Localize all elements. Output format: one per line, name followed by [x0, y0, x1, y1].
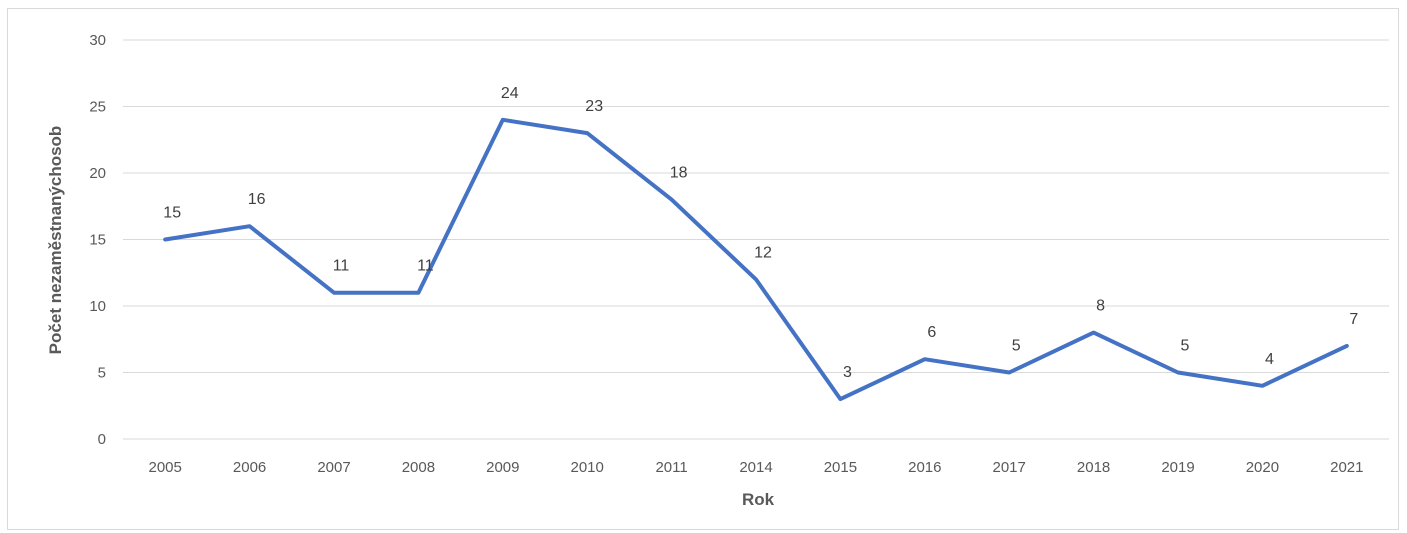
gridlines: [123, 39, 1389, 440]
x-tick-label: 2006: [233, 459, 266, 476]
x-tick-labels: 2005 2006 2007 2008 2009 2010 2011 2014 2015 2016…: [149, 459, 1364, 476]
data-label: 6: [927, 324, 936, 341]
y-tick-label: 10: [89, 298, 106, 315]
data-label: 18: [670, 165, 688, 182]
x-tick-label: 2007: [317, 459, 350, 476]
y-axis-title: Počet nezaměstnanýchosob: [46, 126, 65, 355]
data-label: 7: [1349, 311, 1358, 328]
x-tick-label: 2005: [149, 459, 182, 476]
x-tick-label: 2008: [402, 459, 435, 476]
y-tick-label: 30: [89, 32, 106, 49]
data-label: 5: [1181, 338, 1190, 355]
data-label: 11: [417, 258, 434, 275]
x-tick-label: 2015: [824, 459, 857, 476]
x-tick-label: 2020: [1246, 459, 1279, 476]
data-label: 24: [501, 85, 519, 102]
x-axis-title: Rok: [742, 490, 775, 509]
x-tick-label: 2016: [908, 459, 941, 476]
data-label: 8: [1096, 298, 1105, 315]
data-label: 12: [754, 244, 772, 261]
x-tick-label: 2011: [655, 459, 687, 476]
data-label: 15: [163, 205, 181, 222]
y-tick-labels: 0 5 10 15 20 25 30: [89, 32, 106, 448]
data-label: 16: [248, 191, 266, 208]
series-line: [163, 117, 1349, 402]
y-tick-label: 5: [98, 365, 106, 382]
y-tick-label: 0: [98, 431, 106, 448]
data-label: 5: [1012, 338, 1021, 355]
x-tick-label: 2014: [739, 459, 772, 476]
x-tick-label: 2019: [1161, 459, 1194, 476]
data-label: 11: [333, 258, 350, 275]
x-tick-label: 2017: [993, 459, 1026, 476]
data-label: 3: [843, 364, 852, 381]
x-tick-label: 2010: [571, 459, 604, 476]
data-labels: 15 16 11 11 24 23 18 12 3 6 5 8 5 4 7: [163, 85, 1358, 381]
chart-frame: [7, 8, 1399, 530]
y-tick-label: 25: [89, 99, 106, 116]
x-tick-label: 2021: [1330, 459, 1363, 476]
x-tick-label: 2018: [1077, 459, 1110, 476]
data-label: 4: [1265, 351, 1274, 368]
y-tick-label: 20: [89, 165, 106, 182]
y-tick-label: 15: [89, 232, 106, 249]
x-tick-label: 2009: [486, 459, 519, 476]
data-label: 23: [585, 98, 603, 115]
